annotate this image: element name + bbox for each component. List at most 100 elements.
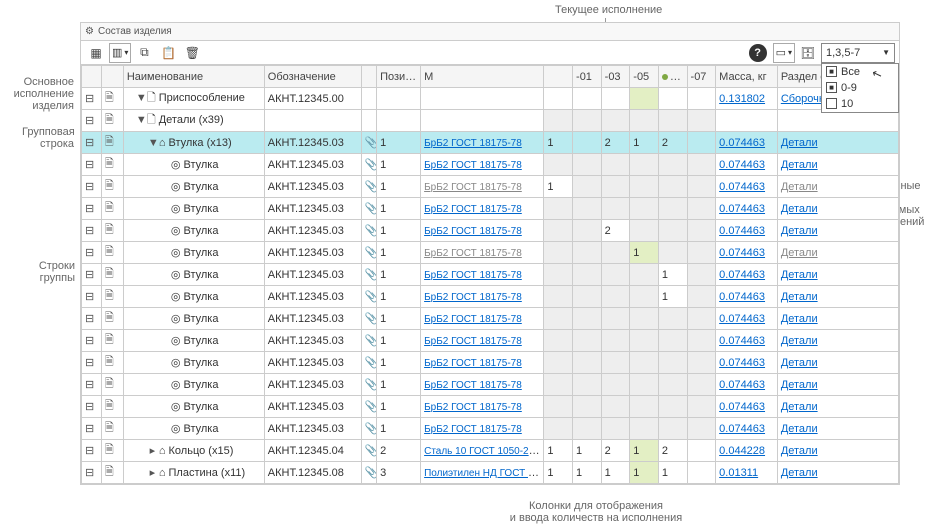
cell-qty[interactable] xyxy=(544,198,573,220)
table-row[interactable]: ⊟🗎▼🗋 Детали (x39) xyxy=(82,110,899,132)
cell-qty[interactable] xyxy=(544,264,573,286)
cell-des[interactable]: АКНТ.12345.03 xyxy=(264,198,361,220)
table-row[interactable]: ⊟🗎◎ ВтулкаАКНТ.12345.03📎1БрБ2 ГОСТ 18175… xyxy=(82,418,899,440)
cell-mass[interactable]: 0.131802 xyxy=(716,88,778,110)
cell-qty[interactable] xyxy=(687,132,716,154)
cell-qty[interactable] xyxy=(658,110,687,132)
cell-qty[interactable] xyxy=(544,286,573,308)
cell-qty[interactable] xyxy=(687,418,716,440)
table-row[interactable]: ⊟🗎◎ ВтулкаАКНТ.12345.03📎1БрБ2 ГОСТ 18175… xyxy=(82,308,899,330)
cell-qty[interactable] xyxy=(544,396,573,418)
cell-sect[interactable]: Детали xyxy=(777,154,898,176)
cell-qty[interactable] xyxy=(573,308,602,330)
cell-qty[interactable] xyxy=(601,374,630,396)
cell-name[interactable]: ◎ Втулка xyxy=(123,220,264,242)
cell-qty[interactable] xyxy=(687,396,716,418)
cell-mass[interactable]: 0.074463 xyxy=(716,154,778,176)
cell-qty[interactable] xyxy=(573,110,602,132)
cell-name[interactable]: ▸⌂ Пластина (x11) xyxy=(123,462,264,484)
table-row[interactable]: ⊟🗎▼⌂ Втулка (x13)АКНТ.12345.03📎1БрБ2 ГОС… xyxy=(82,132,899,154)
cell-qty[interactable] xyxy=(658,418,687,440)
cell-qty[interactable] xyxy=(573,88,602,110)
cell-pos[interactable]: 1 xyxy=(377,132,421,154)
cell-des[interactable] xyxy=(264,110,361,132)
popup-opt-10[interactable]: 10 xyxy=(822,96,898,112)
cell-mat[interactable]: БрБ2 ГОСТ 18175-78 xyxy=(421,242,544,264)
cell-des[interactable]: АКНТ.12345.03 xyxy=(264,220,361,242)
cell-des[interactable]: АКНТ.12345.03 xyxy=(264,286,361,308)
cell-sect[interactable]: Детали xyxy=(777,176,898,198)
table-row[interactable]: ⊟🗎◎ ВтулкаАКНТ.12345.03📎1БрБ2 ГОСТ 18175… xyxy=(82,220,899,242)
cell-mat[interactable]: Сталь 10 ГОСТ 1050-2013 xyxy=(421,440,544,462)
cell-des[interactable]: АКНТ.12345.03 xyxy=(264,352,361,374)
cell-qty[interactable]: 2 xyxy=(658,132,687,154)
table-row[interactable]: ⊟🗎◎ ВтулкаАКНТ.12345.03📎1БрБ2 ГОСТ 18175… xyxy=(82,198,899,220)
table-row[interactable]: ⊟🗎◎ ВтулкаАКНТ.12345.03📎1БрБ2 ГОСТ 18175… xyxy=(82,352,899,374)
cell-qty[interactable] xyxy=(544,110,573,132)
cell-qty[interactable] xyxy=(573,330,602,352)
cell-qty[interactable] xyxy=(544,418,573,440)
cell-qty[interactable]: 2 xyxy=(601,132,630,154)
cell-mass[interactable] xyxy=(716,110,778,132)
cell-sect[interactable]: Детали xyxy=(777,132,898,154)
cell-mat[interactable]: БрБ2 ГОСТ 18175-78 xyxy=(421,198,544,220)
cell-sect[interactable]: Детали xyxy=(777,440,898,462)
cell-qty[interactable]: 1 xyxy=(544,132,573,154)
cell-qty[interactable] xyxy=(687,110,716,132)
cell-name[interactable]: ◎ Втулка xyxy=(123,330,264,352)
cell-pos[interactable]: 2 xyxy=(377,440,421,462)
cell-mass[interactable]: 0.074463 xyxy=(716,132,778,154)
cell-mass[interactable]: 0.074463 xyxy=(716,308,778,330)
cell-qty[interactable] xyxy=(573,242,602,264)
cell-sect[interactable]: Детали xyxy=(777,242,898,264)
cell-qty[interactable] xyxy=(573,176,602,198)
table-row[interactable]: ⊟🗎◎ ВтулкаАКНТ.12345.03📎1БрБ2 ГОСТ 18175… xyxy=(82,176,899,198)
cell-name[interactable]: ◎ Втулка xyxy=(123,154,264,176)
cell-qty[interactable] xyxy=(630,198,659,220)
cell-sect[interactable]: Детали xyxy=(777,198,898,220)
cell-des[interactable]: АКНТ.12345.03 xyxy=(264,132,361,154)
cell-qty[interactable] xyxy=(630,154,659,176)
filter-button[interactable]: 🗄 xyxy=(797,43,819,63)
cell-qty[interactable] xyxy=(687,264,716,286)
cell-qty[interactable] xyxy=(658,198,687,220)
cell-qty[interactable] xyxy=(601,242,630,264)
cell-mass[interactable]: 0.074463 xyxy=(716,176,778,198)
cell-qty[interactable]: 1 xyxy=(544,462,573,484)
cell-qty[interactable] xyxy=(687,374,716,396)
popup-opt-all[interactable]: ■Все↖ xyxy=(822,64,898,80)
cell-des[interactable]: АКНТ.12345.03 xyxy=(264,176,361,198)
cell-des[interactable]: АКНТ.12345.03 xyxy=(264,308,361,330)
cell-qty[interactable] xyxy=(544,352,573,374)
table-row[interactable]: ⊟🗎◎ ВтулкаАКНТ.12345.03📎1БрБ2 ГОСТ 18175… xyxy=(82,264,899,286)
cell-qty[interactable] xyxy=(573,352,602,374)
cell-qty[interactable] xyxy=(573,264,602,286)
cell-mass[interactable]: 0.074463 xyxy=(716,352,778,374)
cell-sect[interactable]: Детали xyxy=(777,286,898,308)
cell-qty[interactable] xyxy=(601,396,630,418)
cell-qty[interactable] xyxy=(687,352,716,374)
hdr-q07[interactable]: -07 xyxy=(687,66,716,88)
cell-name[interactable]: ◎ Втулка xyxy=(123,308,264,330)
cell-mat[interactable]: БрБ2 ГОСТ 18175-78 xyxy=(421,220,544,242)
cell-pos[interactable]: 1 xyxy=(377,374,421,396)
cell-qty[interactable] xyxy=(630,374,659,396)
cell-des[interactable]: АКНТ.12345.03 xyxy=(264,154,361,176)
cell-name[interactable]: ◎ Втулка xyxy=(123,198,264,220)
cell-qty[interactable] xyxy=(573,132,602,154)
cell-qty[interactable] xyxy=(687,308,716,330)
cell-qty[interactable] xyxy=(544,374,573,396)
cell-pos[interactable]: 1 xyxy=(377,176,421,198)
cell-qty[interactable] xyxy=(687,198,716,220)
cell-qty[interactable] xyxy=(544,242,573,264)
table-row[interactable]: ⊟🗎◎ ВтулкаАКНТ.12345.03📎1БрБ2 ГОСТ 18175… xyxy=(82,154,899,176)
cell-qty[interactable] xyxy=(544,154,573,176)
cell-qty[interactable]: 1 xyxy=(573,462,602,484)
cell-qty[interactable] xyxy=(630,220,659,242)
cell-mass[interactable]: 0.074463 xyxy=(716,264,778,286)
cell-qty[interactable]: 1 xyxy=(658,462,687,484)
cell-des[interactable]: АКНТ.12345.03 xyxy=(264,242,361,264)
cell-sect[interactable]: Детали xyxy=(777,264,898,286)
cell-sect[interactable]: Детали xyxy=(777,396,898,418)
cell-qty[interactable]: 2 xyxy=(601,220,630,242)
